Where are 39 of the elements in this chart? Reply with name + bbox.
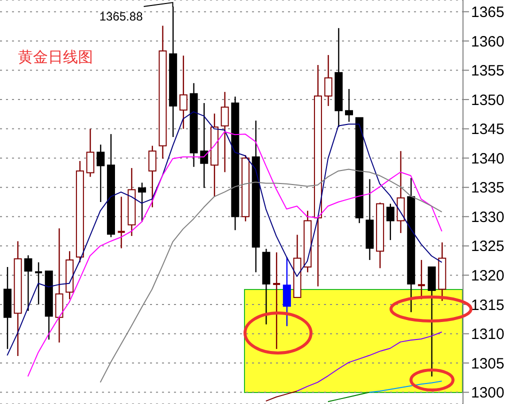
line-series: [265, 390, 298, 402]
y-tick-label: 1300: [471, 384, 504, 402]
y-tick-label: 1315: [471, 296, 504, 314]
line-series: [368, 380, 442, 393]
y-tick-label: 1355: [471, 62, 504, 80]
candlestick: [324, 54, 332, 107]
candlestick: [272, 252, 282, 350]
y-tick-label: 1365: [471, 4, 504, 22]
y-tick-label: 1350: [471, 92, 504, 109]
annotation: 1365.88: [99, 10, 144, 24]
candlestick: [386, 203, 394, 241]
candlestick: [34, 262, 44, 306]
y-tick-label: 1305: [471, 355, 504, 372]
candlestick: [116, 196, 126, 249]
candlestick: [396, 150, 405, 234]
y-tick-label: 1340: [471, 150, 504, 168]
y-tick-label: 1310: [471, 326, 504, 344]
candlestick: [200, 102, 208, 189]
y-tick-label: 1325: [471, 238, 504, 256]
text: 黄金日线图: [18, 49, 93, 66]
candlestick: [179, 55, 188, 130]
candlestick: [148, 145, 156, 208]
candlestick: [282, 256, 291, 327]
candlestick: [86, 128, 94, 178]
y-tick-label: 1330: [471, 208, 504, 226]
line-series: [327, 392, 370, 402]
candlestick: [24, 254, 32, 312]
candlestick: [428, 266, 436, 378]
y-tick-label: 1320: [471, 268, 504, 285]
candlestick: [220, 91, 229, 173]
y-tick-label: 1345: [471, 121, 504, 138]
y-tick-label: 1360: [471, 33, 504, 50]
line-series: [296, 331, 442, 392]
candlestick: [96, 144, 105, 203]
candlestick: [138, 182, 146, 223]
candlestick: [345, 88, 354, 122]
y-tick-label: 1335: [471, 180, 504, 197]
candlestick: [55, 228, 64, 344]
line-series: [27, 131, 442, 377]
